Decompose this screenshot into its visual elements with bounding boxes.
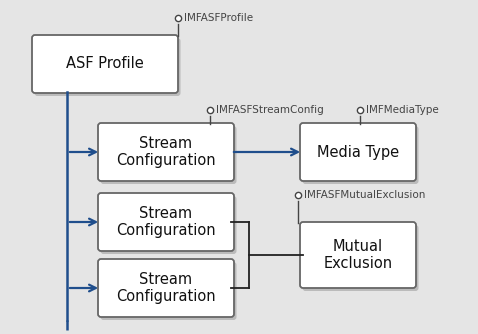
Text: Stream
Configuration: Stream Configuration (116, 136, 216, 168)
Text: IMFASFStreamConfig: IMFASFStreamConfig (216, 105, 324, 115)
Text: Media Type: Media Type (317, 145, 399, 160)
Text: Stream
Configuration: Stream Configuration (116, 206, 216, 238)
FancyBboxPatch shape (300, 222, 416, 288)
Text: IMFASFMutualExclusion: IMFASFMutualExclusion (304, 190, 425, 200)
Text: Mutual
Exclusion: Mutual Exclusion (324, 239, 392, 271)
FancyBboxPatch shape (100, 262, 237, 320)
FancyBboxPatch shape (100, 196, 237, 254)
Text: ASF Profile: ASF Profile (66, 56, 144, 71)
FancyBboxPatch shape (34, 38, 181, 96)
Text: Stream
Configuration: Stream Configuration (116, 272, 216, 304)
FancyBboxPatch shape (303, 225, 419, 291)
FancyBboxPatch shape (32, 35, 178, 93)
Text: IMFMediaType: IMFMediaType (366, 105, 439, 115)
FancyBboxPatch shape (98, 123, 234, 181)
FancyBboxPatch shape (98, 259, 234, 317)
FancyBboxPatch shape (98, 193, 234, 251)
Text: IMFASFProfile: IMFASFProfile (184, 13, 253, 23)
FancyBboxPatch shape (300, 123, 416, 181)
FancyBboxPatch shape (303, 126, 419, 184)
FancyBboxPatch shape (100, 126, 237, 184)
